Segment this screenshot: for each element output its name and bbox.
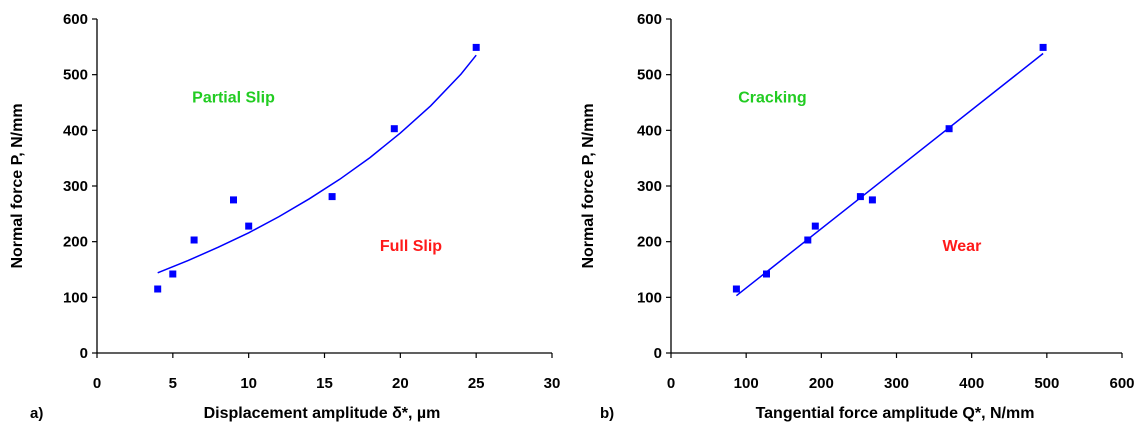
data-point-a	[190, 236, 198, 244]
y-axis-title-a: Normal force P, N/mm	[9, 103, 26, 268]
panel-label-a: a)	[30, 405, 43, 422]
data-point-b	[945, 125, 953, 133]
y-tick-label-b: 100	[637, 289, 662, 306]
y-tick-label-a: 300	[63, 178, 88, 195]
x-tick-label-b: 500	[1034, 375, 1059, 392]
x-tick-label-a: 5	[169, 375, 177, 392]
x-axis-title-a: Displacement amplitude δ*, µm	[204, 405, 441, 422]
trendline-b	[735, 52, 1044, 297]
y-tick-label-a: 600	[63, 11, 88, 28]
data-point-a	[245, 222, 253, 230]
chart-panel-a: 0 100 200 300 400 500 600 0 5 10 15 20 25 30 Partial S…	[9, 11, 560, 422]
x-tick-label-a: 0	[93, 375, 101, 392]
data-point-b	[811, 222, 819, 230]
data-point-b	[763, 270, 770, 278]
data-point-b	[732, 285, 740, 293]
data-point-b	[868, 196, 876, 204]
x-tick-label-b: 200	[809, 375, 834, 392]
annotation-a-0: Partial Slip	[192, 90, 275, 107]
x-tick-label-a: 10	[240, 375, 257, 392]
y-tick-label-b: 500	[637, 67, 662, 84]
y-tick-label-b: 600	[637, 11, 662, 28]
plot-area-a: 0 100 200 300 400 500 600 0 5 10 15 20 25 30 Partial S…	[63, 11, 560, 392]
x-tick-label-a: 25	[468, 375, 485, 392]
x-tick-label-b: 300	[884, 375, 909, 392]
x-tick-label-b: 100	[734, 375, 759, 392]
plot-area-b: 0 100 200 300 400 500 600 0 100 200 300 400 500 600 Cr…	[637, 11, 1135, 392]
x-tick-label-a: 30	[544, 375, 561, 392]
data-point-b	[1039, 43, 1047, 51]
y-tick-label-b: 200	[637, 234, 662, 251]
data-point-a	[230, 196, 237, 204]
data-point-a	[328, 193, 336, 201]
y-tick-label-b: 400	[637, 122, 662, 139]
annotation-b-0: Cracking	[738, 90, 806, 107]
annotation-b-1: Wear	[942, 238, 981, 255]
x-tick-label-b: 0	[667, 375, 675, 392]
y-tick-label-a: 0	[80, 345, 88, 362]
data-point-b	[856, 193, 864, 201]
x-tick-label-b: 600	[1109, 375, 1134, 392]
data-point-b	[804, 236, 812, 244]
y-tick-label-b: 0	[654, 345, 662, 362]
data-point-a	[169, 270, 177, 278]
x-tick-label-a: 20	[392, 375, 409, 392]
chart-panel-b: 0 100 200 300 400 500 600 0 100 200 300 400 500 600 Cr…	[580, 11, 1135, 422]
x-tick-label-a: 15	[316, 375, 333, 392]
y-tick-label-b: 300	[637, 178, 662, 195]
data-point-a	[154, 285, 162, 293]
y-tick-label-a: 200	[63, 234, 88, 251]
data-point-a	[472, 43, 480, 51]
data-point-a	[390, 125, 398, 133]
panel-label-b: b)	[600, 405, 614, 422]
trendline-a	[157, 54, 477, 274]
y-axis-title-b: Normal force P, N/mm	[580, 103, 597, 268]
y-tick-label-a: 500	[63, 67, 88, 84]
y-tick-label-a: 400	[63, 122, 88, 139]
y-tick-label-a: 100	[63, 289, 88, 306]
annotation-a-1: Full Slip	[380, 238, 442, 255]
x-axis-title-b: Tangential force amplitude Q*, N/mm	[756, 405, 1035, 422]
x-tick-label-b: 400	[959, 375, 984, 392]
